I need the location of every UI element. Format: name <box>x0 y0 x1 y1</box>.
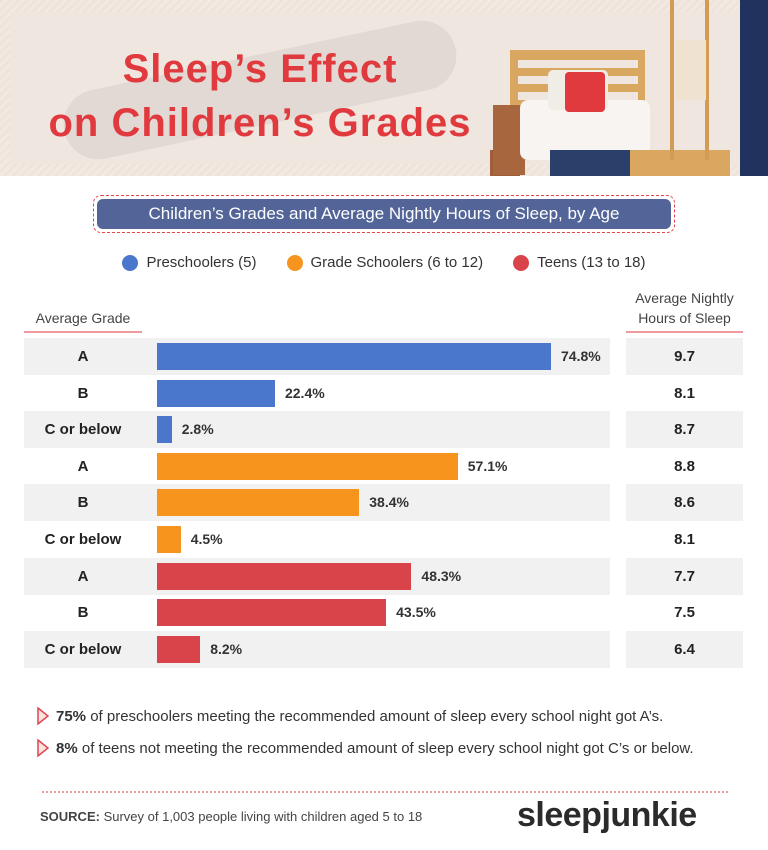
grade-label: B <box>24 484 142 522</box>
bar-area: 57.1% <box>142 448 610 485</box>
footer-divider <box>42 791 728 793</box>
table-row: C or below 8.2% 6.4 <box>0 630 768 668</box>
grade-label: A <box>77 457 89 475</box>
legend-label: Preschoolers (5) <box>146 254 257 271</box>
bedroom-illustration <box>490 0 768 176</box>
bar <box>157 599 387 627</box>
bar-area: 38.4% <box>142 484 610 522</box>
bar-value-label: 2.8% <box>181 421 214 438</box>
hours-value: 7.5 <box>674 604 695 622</box>
source-note: SOURCE: Survey of 1,003 people living wi… <box>40 809 423 824</box>
legend-label: Grade Schoolers (6 to 12) <box>310 254 484 271</box>
grade-label: A <box>24 338 142 375</box>
bar <box>157 452 458 480</box>
page-title: Sleep’s Effect on Children’s Grades <box>48 47 472 145</box>
bar <box>157 489 360 517</box>
bar-area: 74.8% <box>142 338 610 375</box>
arrow-bullet-icon <box>37 739 50 757</box>
bar-area: 43.5% <box>142 594 610 631</box>
bar-value-label: 43.5% <box>396 604 436 621</box>
bar-value-label: 22.4% <box>284 384 325 401</box>
grade-column-header: Average Grade <box>24 308 142 333</box>
hero-banner: Sleep’s Effect on Children’s Grades <box>0 0 768 176</box>
bar-area: 22.4% <box>142 375 610 412</box>
bar-value-label: 48.3% <box>421 567 462 584</box>
hours-value: 8.8 <box>674 457 695 475</box>
legend-item: Grade Schoolers (6 to 12) <box>286 254 484 271</box>
legend-swatch <box>286 254 303 271</box>
hours-value: 7.7 <box>626 557 743 595</box>
bar <box>157 416 172 444</box>
grade-label: A <box>24 557 142 595</box>
hours-value: 6.4 <box>626 630 743 668</box>
bar-value-label: 38.4% <box>369 494 409 511</box>
grade-label: C or below <box>24 411 142 449</box>
bar-value-label: 8.2% <box>210 640 243 657</box>
arrow-bullet-icon <box>37 707 50 725</box>
table-row: B 38.4% 8.6 <box>0 484 768 522</box>
finding-2: 8% of teens not meeting the recommended … <box>36 739 694 757</box>
bar <box>157 562 412 590</box>
table-row: A 74.8% 9.7 <box>0 338 768 375</box>
legend-label: Teens (13 to 18) <box>537 254 646 271</box>
table-row: A 48.3% 7.7 <box>0 557 768 595</box>
chart-title-badge: Children’s Grades and Average Nightly Ho… <box>93 195 675 233</box>
bar <box>157 343 551 370</box>
legend-item: Teens (13 to 18) <box>513 254 646 271</box>
grade-label: B <box>77 604 89 622</box>
sleepjunkie-logo: sleepjunkie <box>517 796 697 834</box>
bar <box>157 526 181 553</box>
hours-value: 8.1 <box>674 531 695 548</box>
table-row: A 57.1% 8.8 <box>0 448 768 485</box>
bar-area: 2.8% <box>142 411 610 449</box>
bar <box>157 635 201 663</box>
hours-value: 9.7 <box>626 338 743 375</box>
legend: Preschoolers (5) Grade Schoolers (6 to 12… <box>0 254 768 271</box>
bar-value-label: 74.8% <box>561 348 601 364</box>
bar-area: 8.2% <box>142 630 610 668</box>
bar-area: 4.5% <box>142 521 610 558</box>
bar-value-label: 57.1% <box>467 457 508 474</box>
table-row: B 43.5% 7.5 <box>0 594 768 631</box>
bar-area: 48.3% <box>142 557 610 595</box>
finding-1: 75% of preschoolers meeting the recommen… <box>36 707 663 725</box>
hours-value: 8.7 <box>626 411 743 449</box>
hours-column-header: Average Nightly Hours of Sleep <box>626 288 743 333</box>
chart-title: Children’s Grades and Average Nightly Ho… <box>97 199 671 229</box>
legend-swatch <box>122 254 139 271</box>
table-row: C or below 2.8% 8.7 <box>0 411 768 449</box>
legend-swatch <box>513 254 530 271</box>
bar <box>157 379 275 407</box>
legend-item: Preschoolers (5) <box>122 254 257 271</box>
hours-value: 8.1 <box>674 384 695 402</box>
hours-value: 8.6 <box>626 484 743 522</box>
table-row: C or below 4.5% 8.1 <box>0 521 768 558</box>
grade-label: B <box>77 384 89 402</box>
grade-label: C or below <box>44 531 122 548</box>
table-row: B 22.4% 8.1 <box>0 375 768 412</box>
grade-label: C or below <box>24 630 142 668</box>
bar-value-label: 4.5% <box>190 531 223 547</box>
